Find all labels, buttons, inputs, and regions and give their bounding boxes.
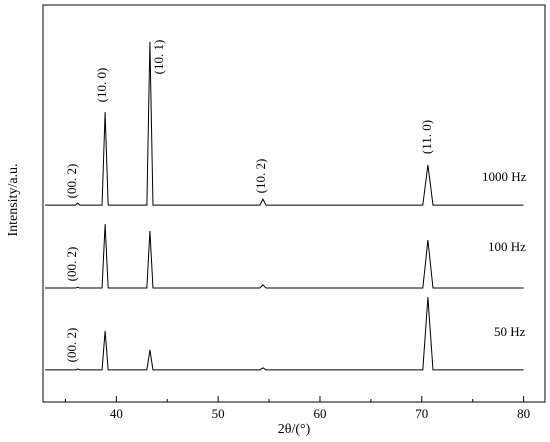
x-axis-label: 2θ/(°) [278, 422, 311, 437]
series-label: 100 Hz [488, 239, 526, 254]
x-tick-label: 40 [110, 406, 123, 421]
x-tick-label: 70 [415, 406, 428, 421]
peak-annotation: (10. 0) [94, 68, 109, 103]
series-label: 1000 Hz [482, 169, 527, 184]
x-tick-label: 60 [313, 406, 326, 421]
series-label: 50 Hz [494, 324, 526, 339]
x-tick-label: 50 [212, 406, 225, 421]
series-line [45, 41, 524, 206]
peak-annotation: (00. 2) [64, 328, 79, 363]
x-tick-label: 80 [517, 406, 530, 421]
peak-annotation: (00. 2) [64, 247, 79, 282]
y-axis-label: Intensity/a.u. [6, 163, 21, 236]
series-line [45, 224, 524, 289]
plot-frame [42, 4, 546, 403]
peak-annotation: (10. 2) [253, 159, 268, 194]
peak-annotation: (11. 0) [419, 120, 434, 154]
peak-annotation: (00. 2) [64, 164, 79, 199]
peak-annotation: (10. 1) [151, 40, 166, 75]
series-line [45, 297, 524, 371]
